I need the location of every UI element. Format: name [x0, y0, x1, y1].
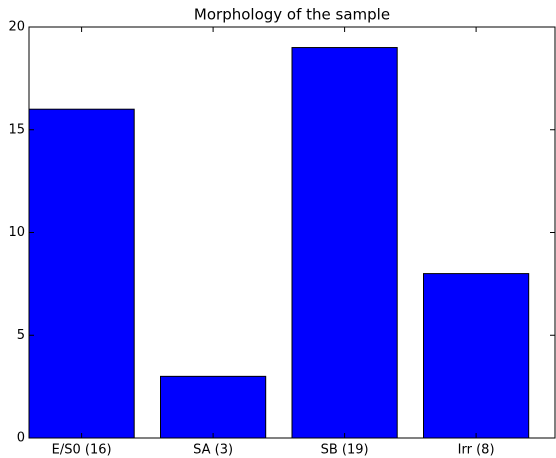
- bar: [28, 108, 135, 439]
- bar: [423, 273, 530, 439]
- bar: [291, 47, 398, 439]
- bar: [160, 375, 267, 439]
- plot-frame: [28, 26, 556, 439]
- y-tick-label: 0: [17, 431, 25, 446]
- x-tick-label: Irr (8): [458, 443, 495, 458]
- y-tick-label: 10: [8, 225, 25, 240]
- chart-title: Morphology of the sample: [194, 6, 390, 24]
- y-tick-label: 20: [8, 20, 25, 35]
- x-tick-label: SA (3): [193, 443, 233, 458]
- x-tick-label: SB (19): [321, 443, 369, 458]
- x-tick-label: E/S0 (16): [52, 443, 112, 458]
- y-tick-label: 5: [17, 328, 25, 343]
- y-tick-label: 15: [8, 122, 25, 137]
